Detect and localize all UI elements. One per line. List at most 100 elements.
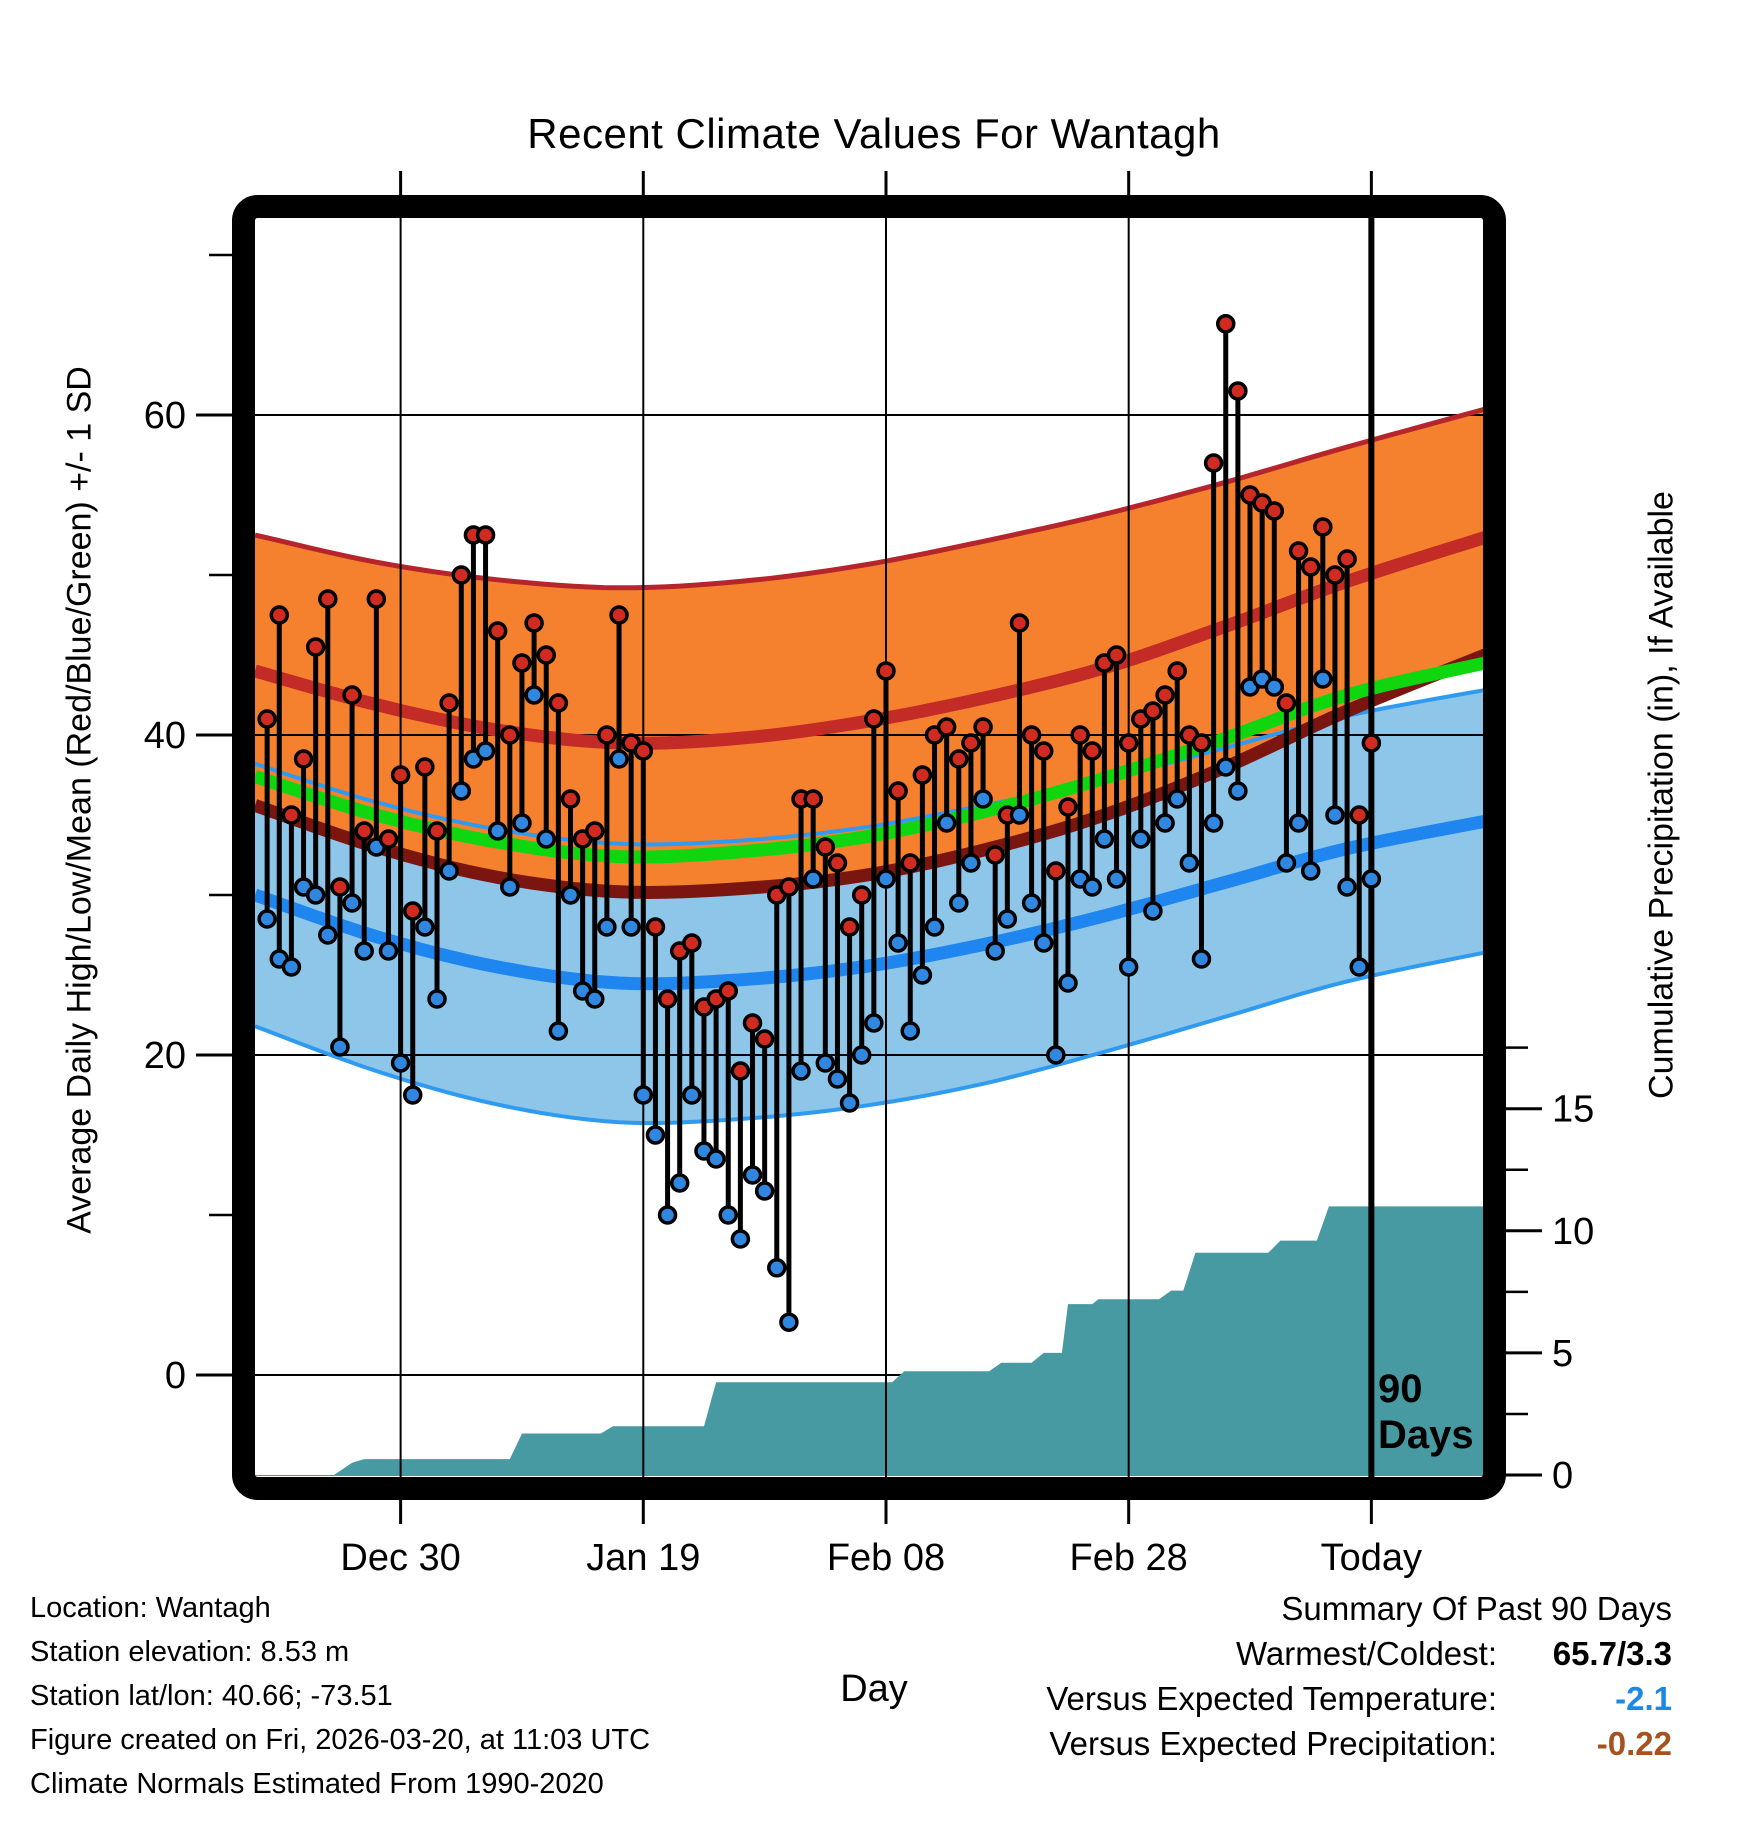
daily-low-dot (560, 885, 581, 905)
daily-low-dot (1021, 893, 1042, 913)
daily-low-dot (949, 893, 969, 913)
daily-high-dot (839, 917, 860, 937)
daily-low-dot (1264, 677, 1285, 697)
daily-high-dot (1276, 693, 1297, 713)
daily-high-dot (1143, 701, 1163, 721)
daily-low-dot (754, 1181, 775, 1201)
daily-low-dot (900, 1021, 921, 1041)
daily-high-dot (402, 901, 423, 921)
tick-label: 5 (1552, 1333, 1573, 1375)
station-location: Location: Wantagh (30, 1592, 271, 1624)
daily-low-dot (621, 917, 641, 937)
tick-label: 10 (1552, 1211, 1594, 1253)
daily-high-dot (1082, 741, 1103, 761)
daily-low-dot (1046, 1045, 1066, 1065)
daily-high-dot (415, 757, 435, 777)
daily-high-dot (390, 765, 411, 785)
x-axis-label: Day (840, 1668, 908, 1710)
daily-high-dot (1106, 645, 1127, 665)
daily-low-dot (1313, 669, 1333, 689)
daily-low-dot (645, 1125, 666, 1145)
daily-low-dot (597, 917, 617, 937)
daily-low-dot (888, 933, 908, 953)
daily-high-dot (293, 749, 314, 769)
daily-high-dot (1203, 453, 1224, 473)
daily-low-dot (1179, 853, 1200, 873)
daily-high-dot (682, 933, 702, 953)
daily-high-dot (330, 877, 350, 897)
daily-low-dot (973, 789, 993, 809)
daily-high-dot (657, 989, 678, 1009)
tick-label: 0 (165, 1355, 186, 1397)
daily-high-dot (864, 709, 884, 729)
daily-high-dot (1300, 557, 1321, 577)
daily-low-dot (839, 1093, 860, 1113)
daily-high-dot (1288, 541, 1309, 561)
daily-high-dot (1228, 381, 1248, 401)
daily-low-dot (767, 1258, 787, 1278)
tick-label: 15 (1552, 1089, 1594, 1131)
daily-low-dot (1155, 813, 1175, 833)
daily-high-dot (281, 805, 302, 825)
daily-low-dot (1094, 829, 1115, 849)
daily-low-dot (500, 877, 520, 897)
daily-low-dot (1191, 949, 1212, 969)
daily-high-dot (1155, 685, 1175, 705)
daily-high-dot (536, 645, 556, 665)
daily-low-dot (390, 1053, 411, 1073)
daily-high-dot (718, 981, 738, 1001)
daily-high-dot (803, 789, 823, 809)
daily-low-dot (305, 885, 326, 905)
daily-high-dot (949, 749, 969, 769)
daily-high-dot (585, 821, 605, 841)
daily-low-dot (1118, 957, 1139, 977)
daily-high-dot (1216, 314, 1236, 334)
daily-low-dot (779, 1312, 799, 1332)
daily-high-dot (1118, 733, 1139, 753)
daily-high-dot (754, 1029, 775, 1049)
daily-low-dot (1325, 805, 1345, 825)
daily-high-dot (269, 605, 290, 625)
figure-created: Figure created on Fri, 2026-03-20, at 11… (30, 1724, 651, 1756)
daily-low-dot (997, 909, 1018, 929)
daily-high-dot (560, 789, 581, 809)
avg-high-line (255, 531, 1483, 750)
daily-low-dot (427, 989, 447, 1009)
summary-title: Summary Of Past 90 Days (1281, 1590, 1672, 1627)
daily-high-dot (1337, 549, 1357, 569)
daily-low-dot (1300, 861, 1321, 881)
daily-high-dot (1046, 861, 1066, 881)
daily-high-dot (1361, 733, 1382, 753)
daily-low-dot (936, 813, 957, 833)
daily-high-dot (475, 525, 496, 545)
daily-high-dot (378, 829, 399, 849)
daily-high-dot (730, 1061, 751, 1081)
daily-low-dot (609, 749, 629, 769)
plot-area (255, 218, 1483, 1477)
summary-value: -2.1 (1615, 1680, 1672, 1717)
tick-label: 20 (144, 1035, 186, 1077)
daily-high-dot (1349, 805, 1369, 825)
daily-low-dot (876, 869, 896, 889)
daily-low-dot (1131, 829, 1151, 849)
daily-low-dot (924, 917, 945, 937)
daily-high-dot (342, 685, 362, 705)
daily-high-dot (985, 845, 1005, 865)
daily-high-dot (888, 781, 908, 801)
daily-low-dot (1143, 901, 1163, 921)
daily-high-dot (1191, 733, 1212, 753)
daily-low-dot (985, 941, 1005, 961)
daily-low-dot (1058, 973, 1078, 993)
daily-low-dot (1337, 877, 1357, 897)
daily-high-dot (1021, 725, 1042, 745)
daily-low-dot (342, 893, 362, 913)
daily-low-dot (257, 909, 277, 929)
ninety-days-line2: Days (1378, 1413, 1474, 1457)
tick-label: 60 (144, 395, 186, 437)
summary-label: Warmest/Coldest: (1235, 1635, 1497, 1672)
summary-row-vs-precipitation: Versus Expected Precipitation: -0.22 (722, 1721, 1672, 1766)
daily-high-dot (500, 725, 520, 745)
tick-label: Feb 28 (1070, 1537, 1188, 1579)
